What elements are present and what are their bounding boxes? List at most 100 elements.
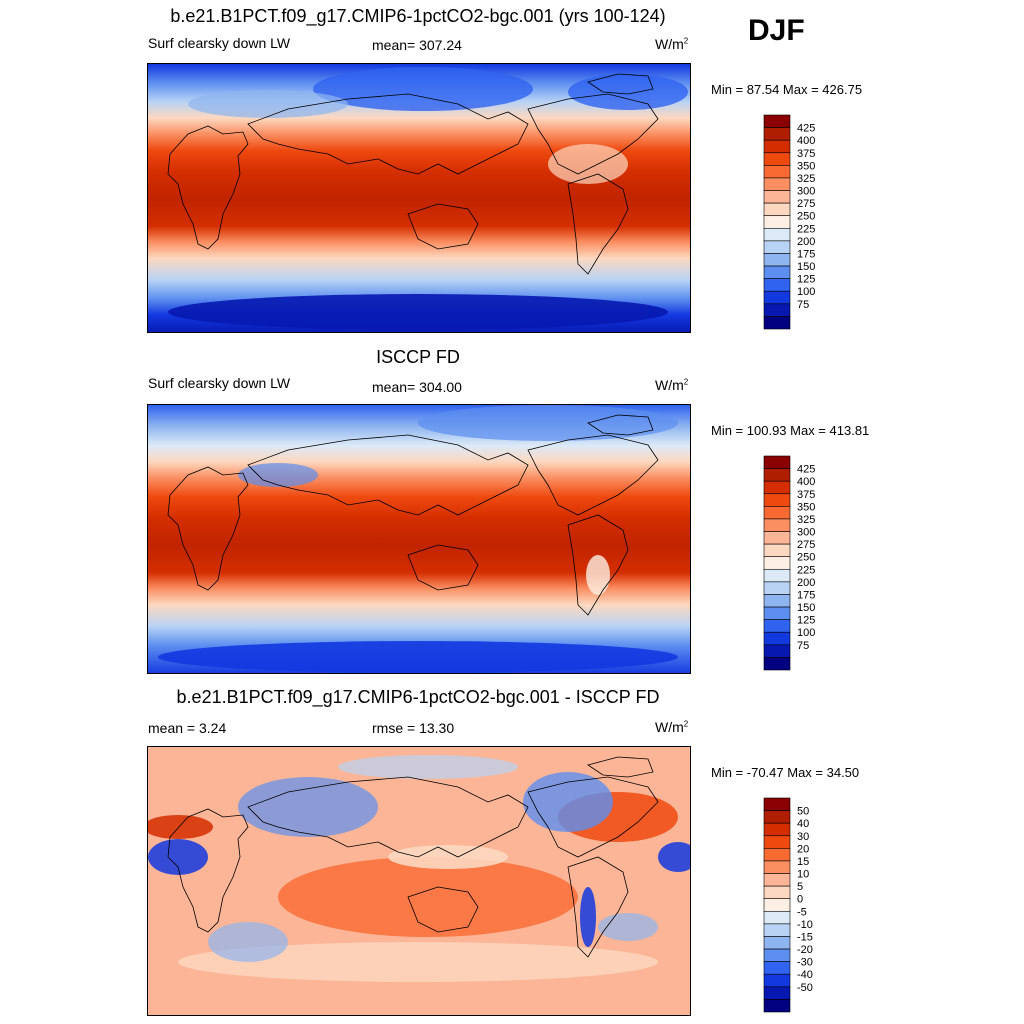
colorbar-diff-tick-label: -5 bbox=[797, 906, 807, 918]
colorbar-obs-tick-label: 225 bbox=[797, 564, 815, 576]
colorbar-obs-swatch bbox=[763, 644, 791, 658]
colorbar-model-tick-label: 400 bbox=[797, 135, 815, 147]
colorbar-model-tick-label: 125 bbox=[797, 274, 815, 286]
colorbar-obs-tick-label: 400 bbox=[797, 476, 815, 488]
colorbar-model-tick-label: 300 bbox=[797, 186, 815, 198]
season-label: DJF bbox=[748, 14, 805, 47]
colorbar-diff-swatch bbox=[763, 848, 791, 862]
colorbar-model-tick-label: 150 bbox=[797, 261, 815, 273]
colorbar-obs-tick-label: 125 bbox=[797, 615, 815, 627]
colorbar-obs-swatch bbox=[763, 606, 791, 620]
panel-mean-obs: mean= 304.00 bbox=[372, 379, 462, 395]
colorbar-diff-swatch bbox=[763, 810, 791, 824]
panel-title-diff: b.e21.B1PCT.f09_g17.CMIP6-1pctCO2-bgc.00… bbox=[176, 687, 660, 707]
colorbar-diff-swatch bbox=[763, 961, 791, 975]
colorbar-obs-swatch bbox=[763, 543, 791, 558]
colorbar-obs-swatch bbox=[763, 531, 791, 545]
colorbar-model-swatch bbox=[763, 290, 791, 305]
colorbar-obs-tick-label: 275 bbox=[797, 539, 815, 551]
colorbar-diff-tick-label: -50 bbox=[797, 982, 813, 994]
colorbar-model-swatch bbox=[763, 265, 791, 279]
colorbar-model-swatch bbox=[763, 139, 791, 154]
colorbar-model-swatch bbox=[763, 152, 791, 166]
colorbar-obs-tick-label: 250 bbox=[797, 552, 815, 564]
colorbar-obs-tick-label: 150 bbox=[797, 602, 815, 614]
colorbar-diff-tick-label: -15 bbox=[797, 931, 813, 943]
colorbar-model-tick-label: 425 bbox=[797, 123, 815, 135]
panel-units-obs: W/m2 bbox=[655, 377, 689, 393]
colorbar-diff-tick-label: 0 bbox=[797, 894, 803, 906]
colorbar-model-tick-label: 200 bbox=[797, 236, 815, 248]
colorbar-model-swatch bbox=[763, 165, 791, 179]
colorbar-obs-swatch bbox=[763, 594, 791, 608]
colorbar-model-swatch bbox=[763, 202, 791, 217]
colorbar-diff-tick-label: 40 bbox=[797, 818, 809, 830]
colorbar-diff-swatch bbox=[763, 936, 791, 950]
colorbar-diff-swatch bbox=[763, 986, 791, 1000]
panel-units-diff: W/m2 bbox=[655, 719, 689, 735]
colorbar-obs: 425 400 375 350 325 300 275 250 225 200 175 150 125 1… bbox=[763, 455, 815, 671]
colorbar-model-tick-label: 175 bbox=[797, 248, 815, 260]
panel-rmse-diff: rmse = 13.30 bbox=[372, 720, 455, 736]
colorbar-diff-swatch bbox=[763, 999, 791, 1013]
colorbar-obs-swatch bbox=[763, 506, 791, 520]
colorbar-obs-tick-label: 100 bbox=[797, 627, 815, 639]
panel-left-label-obs: Surf clearsky down LW bbox=[148, 375, 291, 391]
panel-mean-model: mean= 307.24 bbox=[372, 37, 462, 53]
colorbar-diff-swatch bbox=[763, 973, 791, 988]
colorbar-diff-tick-label: -10 bbox=[797, 919, 813, 931]
colorbar-obs-swatch bbox=[763, 480, 791, 495]
colorbar-model-swatch bbox=[763, 278, 791, 292]
colorbar-model-swatch bbox=[763, 177, 791, 191]
colorbar-diff-tick-label: 20 bbox=[797, 843, 809, 855]
panel-title-obs: ISCCP FD bbox=[376, 347, 460, 367]
colorbar-diff-swatch bbox=[763, 835, 791, 849]
colorbar-obs-swatch bbox=[763, 493, 791, 507]
map-diff bbox=[147, 746, 691, 1016]
colorbar-obs-tick-label: 75 bbox=[797, 640, 809, 652]
colorbar-model-tick-label: 375 bbox=[797, 148, 815, 160]
map-obs bbox=[147, 404, 691, 674]
colorbar-model-tick-label: 100 bbox=[797, 286, 815, 298]
colorbar-diff-swatch bbox=[763, 822, 791, 837]
colorbar-diff-swatch bbox=[763, 910, 791, 925]
panel-units-model: W/m2 bbox=[655, 36, 689, 52]
colorbar-obs-tick-label: 200 bbox=[797, 577, 815, 589]
colorbar-model-swatch bbox=[763, 127, 791, 141]
colorbar-model-swatch bbox=[763, 253, 791, 267]
colorbar-obs-tick-label: 300 bbox=[797, 527, 815, 539]
colorbar-diff-swatch bbox=[763, 898, 791, 912]
colorbar-obs-swatch bbox=[763, 568, 791, 583]
colorbar-model-tick-label: 250 bbox=[797, 211, 815, 223]
colorbar-diff-swatch bbox=[763, 860, 791, 874]
panel-minmax-obs: Min = 100.93 Max = 413.81 bbox=[711, 423, 870, 438]
colorbar-diff-tick-label: 15 bbox=[797, 856, 809, 868]
colorbar-model-swatch bbox=[763, 240, 791, 254]
colorbar-obs-tick-label: 350 bbox=[797, 501, 815, 513]
colorbar-diff: 50 40 30 20 15 10 5 0 -5 -10 -15 -20 -30 -40 -50 bbox=[763, 797, 813, 1013]
colorbar-model-swatch bbox=[763, 316, 791, 330]
colorbar-model: 425 400 375 350 325 300 275 250 225 200 175 150 125 1… bbox=[763, 114, 815, 330]
colorbar-obs-swatch bbox=[763, 468, 791, 482]
colorbar-diff-tick-label: 5 bbox=[797, 881, 803, 893]
panel-minmax-model: Min = 87.54 Max = 426.75 bbox=[711, 82, 863, 97]
colorbar-obs-swatch bbox=[763, 619, 791, 633]
colorbar-diff-tick-label: -20 bbox=[797, 944, 813, 956]
panel-title-model: b.e21.B1PCT.f09_g17.CMIP6-1pctCO2-bgc.00… bbox=[170, 6, 666, 26]
colorbar-obs-swatch bbox=[763, 581, 791, 595]
colorbar-diff-tick-label: 50 bbox=[797, 806, 809, 818]
colorbar-model-tick-label: 275 bbox=[797, 198, 815, 210]
colorbar-diff-tick-label: -40 bbox=[797, 969, 813, 981]
colorbar-diff-tick-label: -30 bbox=[797, 957, 813, 969]
colorbar-model-swatch bbox=[763, 114, 791, 128]
colorbar-model-swatch bbox=[763, 227, 791, 242]
colorbar-model-swatch bbox=[763, 190, 791, 204]
colorbar-obs-swatch bbox=[763, 631, 791, 646]
colorbar-model-tick-label: 325 bbox=[797, 173, 815, 185]
map-model bbox=[147, 63, 691, 333]
panel-left-label-model: Surf clearsky down LW bbox=[148, 35, 291, 51]
panel-mean-diff: mean = 3.24 bbox=[148, 720, 227, 736]
colorbar-diff-tick-label: 30 bbox=[797, 831, 809, 843]
colorbar-obs-swatch bbox=[763, 518, 791, 532]
colorbar-obs-swatch bbox=[763, 657, 791, 671]
